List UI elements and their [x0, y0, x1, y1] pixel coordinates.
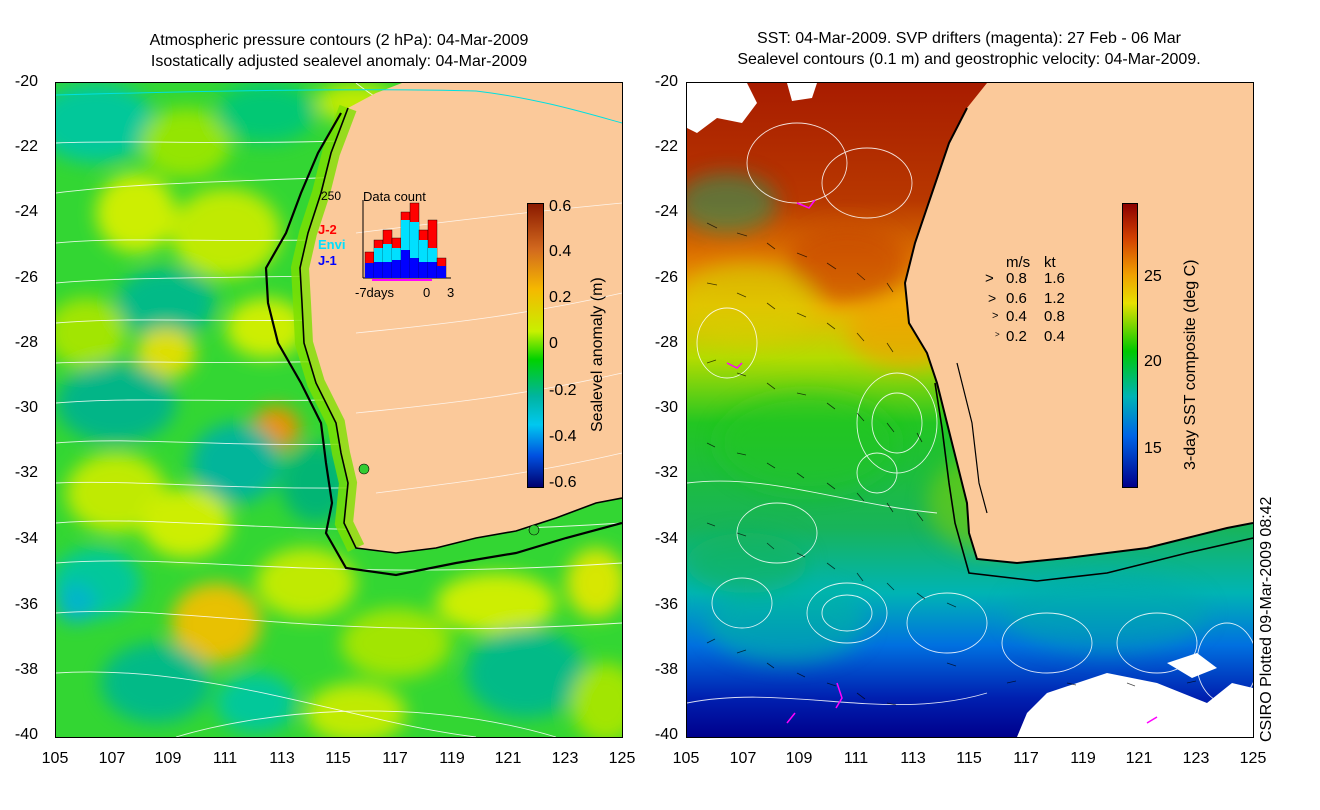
left-ytick: -26	[14, 269, 38, 286]
left-ytick: -40	[14, 726, 38, 743]
right-xtick: 115	[956, 750, 982, 767]
arrow-icon-0-2: >	[995, 330, 1000, 339]
inset-histogram	[362, 200, 451, 281]
right-title-line1: SST: 04-Mar-2009. SVP drifters (magenta)…	[757, 30, 1181, 47]
arrow-icon-0-8: >	[985, 270, 994, 287]
sealevel-colorbar-tick: 0.2	[549, 289, 572, 306]
left-ytick: -22	[14, 138, 38, 155]
right-ytick: -30	[654, 399, 678, 416]
sst-map[interactable]	[686, 82, 1254, 738]
left-ytick: -38	[14, 661, 38, 678]
velocity-legend-ms: 0.8	[1006, 270, 1027, 287]
inset-legend-j1: J-1	[318, 253, 337, 268]
right-xtick: 107	[729, 750, 757, 767]
arrow-icon-0-4: >	[992, 310, 999, 322]
left-ytick: -32	[14, 464, 38, 481]
inset-xlabel-start: -7days	[355, 285, 395, 300]
left-xtick: 121	[494, 750, 522, 767]
sealevel-colorbar-tick: -0.6	[549, 474, 577, 491]
left-xtick: 113	[269, 750, 295, 767]
sealevel-colorbar-tick: 0.6	[549, 198, 572, 215]
sealevel-colorbar-tick: 0	[549, 335, 558, 352]
right-ytick: -38	[654, 661, 678, 678]
left-ytick: -30	[14, 399, 38, 416]
velocity-legend-kt: 1.6	[1044, 270, 1065, 287]
inset-legend-envi: Envi	[318, 237, 346, 252]
right-xtick: 119	[1070, 750, 1096, 767]
inset-title: Data count	[363, 189, 426, 204]
right-ytick: -26	[654, 269, 678, 286]
left-title-line2: Isostatically adjusted sealevel anomaly:…	[150, 53, 528, 70]
left-xtick: 125	[608, 750, 636, 767]
inset-legend-j2: J-2	[318, 222, 337, 237]
velocity-legend-kt: 1.2	[1044, 290, 1065, 307]
velocity-legend-header-ms: m/s	[1006, 254, 1031, 271]
right-xtick: 109	[785, 750, 813, 767]
left-xtick: 109	[154, 750, 182, 767]
right-xtick: 105	[672, 750, 700, 767]
left-xtick: 107	[98, 750, 126, 767]
left-xtick: 115	[325, 750, 351, 767]
inset-xlabel-end: 3	[447, 285, 455, 300]
sst-map-graphic	[687, 83, 1253, 737]
right-xtick: 125	[1239, 750, 1267, 767]
left-ytick: -24	[14, 203, 38, 220]
right-title-line2: Sealevel contours (0.1 m) and geostrophi…	[737, 51, 1201, 68]
sst-colorbar-strip	[1122, 203, 1138, 488]
sst-colorbar-tick: 20	[1144, 353, 1162, 370]
inset-xlabel-zero: 0	[423, 285, 431, 300]
left-ytick: -36	[14, 596, 38, 613]
sealevel-colorbar-tick: -0.4	[549, 428, 577, 445]
left-xtick: 111	[212, 750, 238, 767]
velocity-legend-kt: 0.4	[1044, 328, 1065, 345]
inset-max-label: 250	[321, 189, 342, 203]
right-xtick: 123	[1182, 750, 1210, 767]
velocity-legend-ms: 0.4	[1006, 308, 1027, 325]
right-ytick: -34	[654, 530, 678, 547]
left-ytick: -34	[14, 530, 38, 547]
velocity-legend-ms: 0.6	[1006, 290, 1027, 307]
velocity-legend-ms: 0.2	[1006, 328, 1027, 345]
sealevel-colorbar-label: Sealevel anomaly (m)	[589, 277, 606, 432]
plot-credit: CSIRO Plotted 09-Mar-2009 08:42	[1258, 496, 1275, 742]
sst-colorbar-tick: 25	[1144, 268, 1162, 285]
velocity-legend-header-kt: kt	[1044, 254, 1056, 271]
right-xtick: 111	[843, 750, 869, 767]
velocity-legend-kt: 0.8	[1044, 308, 1065, 325]
left-xtick: 105	[41, 750, 69, 767]
sst-colorbar-label: 3-day SST composite (deg C)	[1182, 259, 1199, 470]
right-xtick: 113	[900, 750, 926, 767]
left-xtick: 117	[382, 750, 408, 767]
left-xtick: 119	[439, 750, 465, 767]
right-ytick: -24	[654, 203, 678, 220]
right-ytick: -40	[654, 726, 678, 743]
right-ytick: -32	[654, 464, 678, 481]
sealevel-colorbar-tick: 0.4	[549, 243, 572, 260]
right-ytick: -36	[654, 596, 678, 613]
left-xtick: 123	[551, 750, 579, 767]
right-xtick: 121	[1125, 750, 1153, 767]
sst-colorbar-tick: 15	[1144, 440, 1162, 457]
right-ytick: -20	[654, 73, 678, 90]
left-ytick: -20	[14, 73, 38, 90]
right-ytick: -28	[654, 334, 678, 351]
left-title-line1: Atmospheric pressure contours (2 hPa): 0…	[149, 32, 529, 49]
right-ytick: -22	[654, 138, 678, 155]
sealevel-colorbar-strip	[527, 203, 544, 488]
arrow-icon-0-6: >	[988, 290, 997, 306]
sealevel-colorbar-tick: -0.2	[549, 382, 577, 399]
right-xtick: 117	[1013, 750, 1039, 767]
left-ytick: -28	[14, 334, 38, 351]
